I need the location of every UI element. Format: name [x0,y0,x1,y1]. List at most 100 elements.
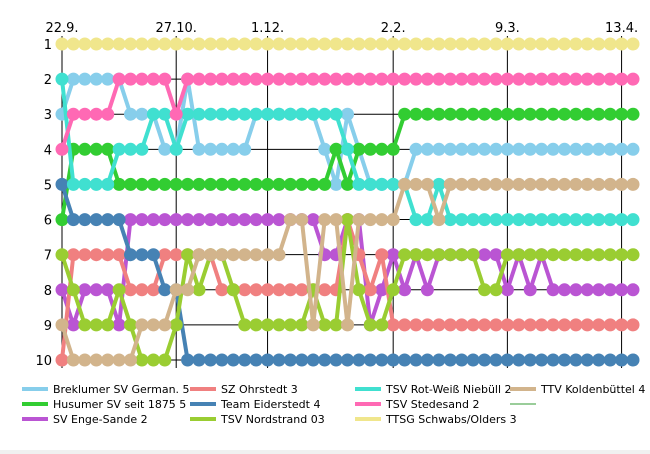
data-point [432,107,446,121]
data-point [283,107,297,121]
data-point [66,107,80,121]
data-point [580,37,594,51]
data-point [432,37,446,51]
data-point [78,177,92,191]
data-point [238,37,252,51]
data-point [500,107,514,121]
data-point [489,318,503,332]
data-point [592,72,606,86]
data-point [535,37,549,51]
data-point [535,213,549,227]
data-point [558,107,571,121]
data-point [420,318,434,332]
legend-label: TSV Stedesand 2 [386,398,480,411]
data-point [398,283,412,297]
data-point [329,72,343,86]
data-point [398,37,412,51]
data-point [455,248,469,262]
data-point [204,177,217,191]
data-point [546,177,560,191]
data-point [226,213,240,227]
data-point [500,37,514,51]
data-point [169,107,183,121]
data-point [283,283,297,297]
data-point [478,107,491,121]
data-point [283,353,297,367]
data-point [466,248,480,262]
data-point [124,318,137,332]
data-point [443,318,457,332]
data-point [249,353,263,367]
data-point [546,142,560,156]
data-point [489,213,503,227]
data-point [466,213,480,227]
data-point [89,213,103,227]
data-point [363,72,377,86]
data-point [489,107,503,121]
data-point [341,37,354,51]
data-point [603,213,617,227]
legend: Breklumer SV German. 5 Husumer SV seit 18… [20,383,645,435]
data-point [489,72,503,86]
data-point [295,213,309,227]
data-point [295,107,309,121]
y-tick-label: 10 [35,354,52,369]
data-point [409,248,423,262]
legend-swatch [22,402,48,406]
data-point [546,107,560,121]
data-point [363,213,377,227]
data-point [318,177,332,191]
legend-item: TSV Stedesand 2 [355,398,479,412]
data-point [432,142,446,156]
data-point [146,283,160,297]
data-point [580,177,594,191]
data-point [66,213,80,227]
series-5 [55,213,640,367]
data-point [478,72,491,86]
data-point [375,177,389,191]
data-point [89,283,103,297]
data-point [272,37,286,51]
data-point [261,318,275,332]
data-point [158,177,172,191]
data-point [592,353,606,367]
data-point [626,353,640,367]
data-point [238,107,252,121]
data-point [204,248,217,262]
data-point [546,37,560,51]
data-point [101,318,115,332]
data-point [249,318,263,332]
data-point [615,37,629,51]
data-point [546,318,560,332]
data-point [238,283,252,297]
data-point [249,283,263,297]
data-point [55,142,69,156]
data-point [66,37,80,51]
legend-swatch [355,387,381,391]
legend-swatch [22,417,48,421]
data-point [78,248,92,262]
data-point [535,318,549,332]
data-point [569,213,583,227]
data-point [375,318,389,332]
data-point [306,107,320,121]
data-point [135,107,149,121]
data-point [615,318,629,332]
data-point [580,283,594,297]
data-point [306,353,320,367]
data-point [215,37,229,51]
data-point [112,248,126,262]
data-point [89,72,103,86]
data-point [500,248,514,262]
data-point [238,213,252,227]
data-point [146,72,160,86]
data-point [580,353,594,367]
data-point [78,318,92,332]
data-point [386,72,400,86]
data-point [375,72,389,86]
data-point [500,318,514,332]
data-point [375,353,389,367]
legend-swatch [355,402,381,406]
data-point [386,353,400,367]
data-point [124,177,137,191]
